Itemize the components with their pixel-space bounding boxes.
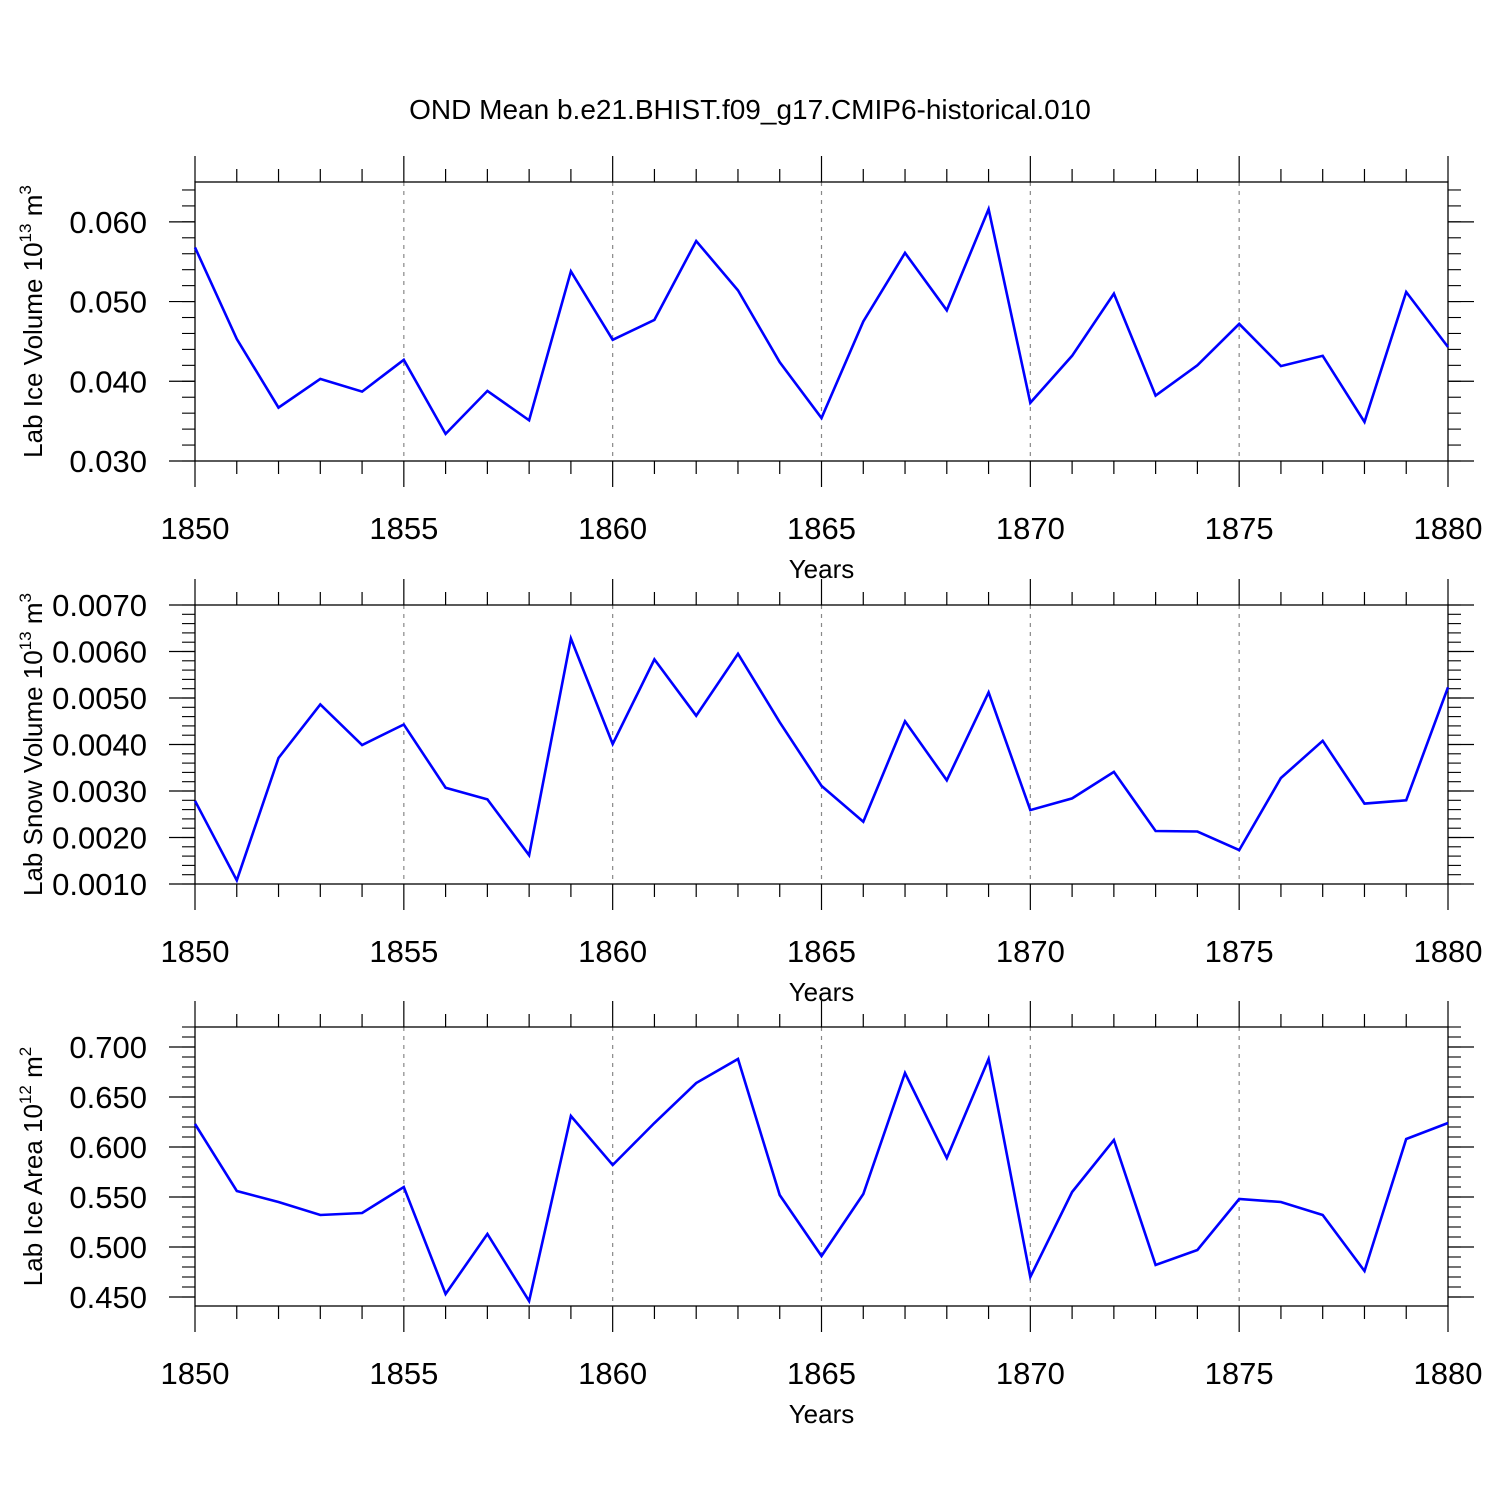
- y-tick-label: 0.650: [69, 1080, 147, 1115]
- panel-3: 0.450 0.500 0.550 0.600 0.650 0.700 1850 1855 18…: [16, 1001, 1482, 1429]
- x-axis-label: Years: [789, 1399, 855, 1429]
- x-tick-label: 1855: [369, 1356, 438, 1391]
- y-axis-label-part: m: [18, 602, 48, 631]
- chart-title: OND Mean b.e21.BHIST.f09_g17.CMIP6-histo…: [409, 94, 1091, 125]
- x-tick-label: 1860: [578, 1356, 647, 1391]
- y-tick-label: 0.500: [69, 1230, 147, 1265]
- y-axis-label-part: 12: [16, 1085, 35, 1104]
- panel-1: 0.030 0.040 0.050 0.060 1850 1855 1860 1865 1870…: [16, 156, 1482, 584]
- y-tick-label: 0.0010: [52, 867, 147, 902]
- y-axis-label-part: 3: [16, 185, 35, 194]
- x-tick-label: 1855: [369, 511, 438, 546]
- y-axis-label-part: 13: [16, 224, 35, 243]
- y-tick-label: 0.600: [69, 1130, 147, 1165]
- y-tick-label: 0.0030: [52, 774, 147, 809]
- x-tick-label: 1880: [1414, 1356, 1483, 1391]
- x-tick-label: 1850: [161, 1356, 230, 1391]
- y-tick-label: 0.0020: [52, 821, 147, 856]
- y-tick-label: 0.040: [69, 364, 147, 399]
- x-tick-label: 1855: [369, 934, 438, 969]
- y-axis-label-part: 13: [16, 631, 35, 650]
- y-axis-label: Lab Snow Volume 1013 m3: [16, 593, 48, 896]
- y-tick-label: 0.060: [69, 205, 147, 240]
- y-axis-label-part: 3: [16, 593, 35, 602]
- series-line: [193, 1054, 1449, 1305]
- y-axis-label-part: Lab Ice Volume 10: [18, 242, 48, 457]
- y-tick-label: 0.0040: [52, 728, 147, 763]
- y-tick-label: 0.550: [69, 1180, 147, 1215]
- y-axis-label-part: m: [18, 1056, 48, 1085]
- y-tick-label: 0.050: [69, 285, 147, 320]
- y-tick-label: 0.450: [69, 1280, 147, 1315]
- x-tick-label: 1865: [787, 934, 856, 969]
- x-tick-label: 1870: [996, 511, 1065, 546]
- panel-2: 0.0010 0.0020 0.0030 0.0040 0.0050 0.0060 0.00…: [16, 579, 1482, 1007]
- x-tick-label: 1850: [161, 934, 230, 969]
- panels: 0.030 0.040 0.050 0.060 1850 1855 1860 1865 1870…: [16, 156, 1482, 1429]
- y-tick-label: 0.030: [69, 444, 147, 479]
- x-tick-label: 1875: [1205, 934, 1274, 969]
- y-axis-label-part: 2: [16, 1047, 35, 1056]
- x-tick-label: 1860: [578, 934, 647, 969]
- y-tick-label: 0.0060: [52, 635, 147, 670]
- y-tick-label: 0.700: [69, 1030, 147, 1065]
- y-axis-label-part: m: [18, 195, 48, 224]
- x-tick-label: 1865: [787, 511, 856, 546]
- y-tick-label: 0.0070: [52, 588, 147, 623]
- x-tick-label: 1875: [1205, 1356, 1274, 1391]
- x-tick-label: 1880: [1414, 511, 1483, 546]
- series-line: [193, 633, 1450, 884]
- series-line: [193, 204, 1450, 437]
- y-axis-label-part: Lab Snow Volume 10: [18, 650, 48, 896]
- x-tick-label: 1860: [578, 511, 647, 546]
- y-axis-label-part: Lab Ice Area 10: [18, 1104, 48, 1286]
- y-axis-label: Lab Ice Volume 1013 m3: [16, 185, 48, 458]
- y-axis-label: Lab Ice Area 1012 m2: [16, 1047, 48, 1286]
- x-tick-label: 1870: [996, 1356, 1065, 1391]
- x-tick-label: 1875: [1205, 511, 1274, 546]
- x-tick-label: 1870: [996, 934, 1065, 969]
- y-tick-label: 0.0050: [52, 681, 147, 716]
- x-tick-label: 1880: [1414, 934, 1483, 969]
- x-tick-label: 1865: [787, 1356, 856, 1391]
- x-tick-label: 1850: [161, 511, 230, 546]
